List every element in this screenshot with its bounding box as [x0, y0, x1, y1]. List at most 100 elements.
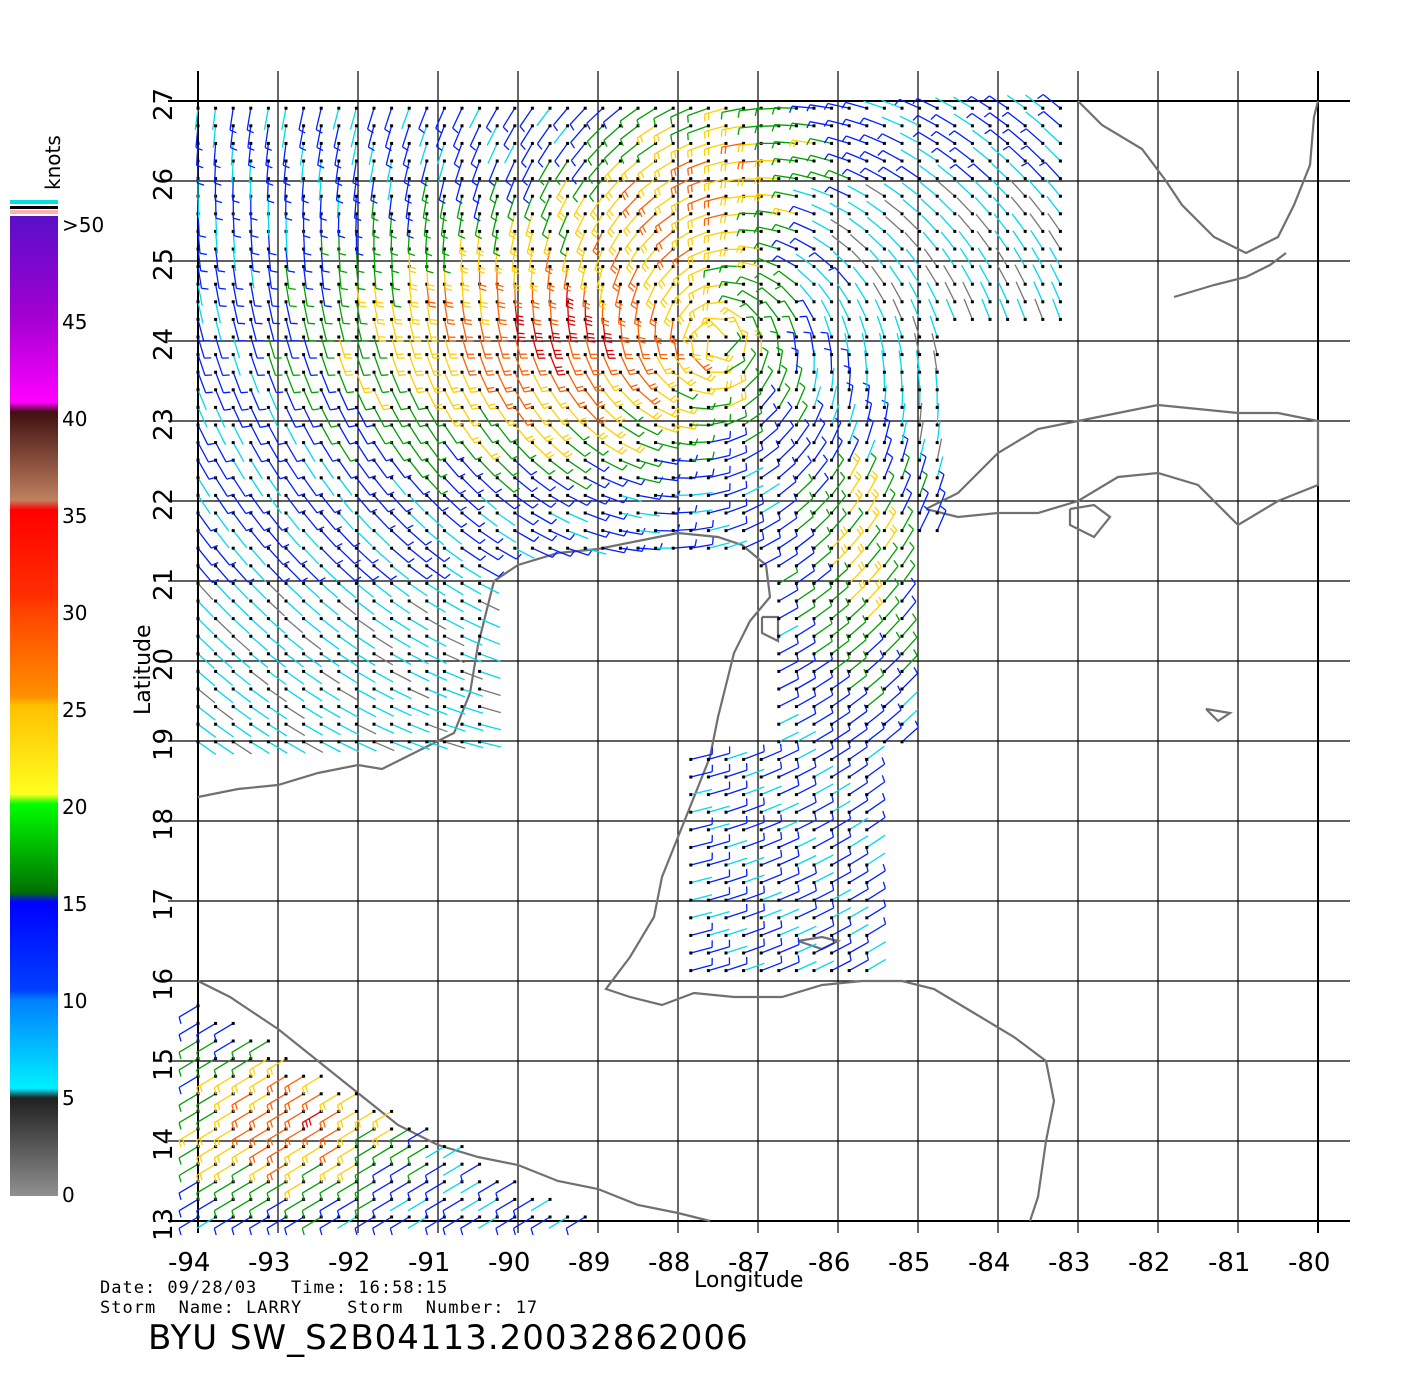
wind-barb-origin [918, 194, 922, 198]
wind-barb [931, 333, 938, 355]
wind-barb-origin [777, 863, 781, 867]
wind-barb-origin [935, 493, 939, 497]
wind-barb [866, 560, 882, 584]
wind-barb [813, 399, 824, 426]
wind-barb [320, 354, 336, 377]
wind-barb [743, 348, 757, 373]
wind-barb-origin [618, 177, 622, 181]
wind-barb-origin [918, 265, 922, 269]
wind-barb-origin [830, 933, 834, 937]
wind-barb [567, 477, 593, 490]
wind-barb [426, 582, 446, 596]
wind-barb-origin [671, 388, 675, 392]
wind-barb-origin [284, 388, 288, 392]
wind-barb-origin [1041, 194, 1045, 198]
wind-barb-origin [372, 370, 376, 374]
wind-barb [918, 148, 938, 162]
wind-barb [919, 165, 938, 180]
wind-barb [391, 477, 407, 496]
wind-barb [620, 459, 646, 470]
wind-barb [303, 512, 325, 531]
wind-barb [408, 442, 429, 462]
wind-barb [653, 107, 674, 126]
wind-barb [213, 143, 221, 169]
wind-barb-origin [478, 564, 482, 568]
wind-barb-origin [407, 722, 411, 726]
x-axis-label: Longitude [694, 1268, 803, 1293]
wind-barb-origin [354, 282, 358, 286]
wind-barb [408, 653, 429, 665]
wind-barb-origin [953, 141, 957, 145]
wind-barb-origin [812, 617, 816, 621]
wind-barb [333, 125, 341, 152]
wind-barb [778, 713, 799, 725]
wind-barb [708, 413, 732, 426]
wind-barb [636, 142, 656, 163]
wind-barb [338, 723, 359, 735]
wind-barb-origin [495, 265, 499, 269]
wind-barb-origin [882, 353, 886, 357]
wind-barb-origin [319, 212, 323, 216]
wind-barb-origin [1058, 212, 1062, 216]
wind-barb [1025, 111, 1044, 127]
wind-barb-origin [302, 159, 306, 163]
wind-barb-origin [777, 951, 781, 955]
wind-barb [248, 1128, 269, 1148]
wind-barb-origin [460, 141, 464, 145]
wind-barb [197, 442, 216, 463]
lon-tick-label: -89 [568, 1248, 610, 1278]
wind-barb-origin [354, 265, 358, 269]
wind-barb [303, 741, 324, 753]
wind-barb [983, 112, 1008, 127]
wind-barb-origin [671, 106, 675, 110]
wind-barb [743, 856, 765, 866]
wind-barb [285, 565, 308, 582]
wind-barb [268, 670, 287, 686]
wind-barb-origin [777, 916, 781, 920]
wind-barb-origin [882, 212, 886, 216]
wind-barb [407, 1146, 428, 1165]
wind-barb-origin [706, 863, 710, 867]
wind-barb [823, 119, 850, 127]
wind-barb [352, 160, 360, 187]
wind-barb-origin [390, 493, 394, 497]
wind-barb-origin [266, 300, 270, 304]
wind-barb-origin [442, 124, 446, 128]
wind-barb [461, 424, 482, 444]
wind-barb-origin [407, 1215, 411, 1219]
date-time-line: Date: 09/28/03 Time: 16:58:15 [100, 1278, 449, 1298]
wind-barb-origin [231, 317, 235, 321]
wind-barb-origin [830, 194, 834, 198]
wind-barb [539, 178, 551, 204]
wind-barb [743, 496, 765, 514]
wind-barb [690, 747, 714, 761]
wind-barb-origin [302, 177, 306, 181]
wind-barb [905, 248, 921, 267]
wind-barb-origin [601, 177, 605, 181]
wind-barb-origin [970, 229, 974, 233]
wind-barb-origin [231, 529, 235, 533]
wind-barb [390, 266, 401, 291]
wind-barb-origin [777, 757, 781, 761]
wind-barb [607, 213, 621, 238]
wind-barb [585, 547, 607, 555]
wind-barb [708, 483, 731, 497]
wind-barb [302, 336, 317, 359]
wind-barb-origin [618, 141, 622, 145]
wind-barb-origin [742, 898, 746, 902]
wind-barb-origin [354, 141, 358, 145]
wind-barb [813, 794, 834, 813]
wind-barb [1037, 110, 1061, 127]
wind-barb [479, 459, 502, 477]
wind-barb [318, 178, 322, 201]
wind-barb [302, 301, 316, 325]
wind-barb-origin [1006, 106, 1010, 110]
wind-barb-origin [530, 317, 534, 321]
wind-barb [444, 547, 463, 562]
wind-barb [567, 371, 586, 393]
wind-barb-origin [337, 546, 341, 550]
wind-barb [918, 420, 924, 443]
wind-barb-origin [900, 493, 904, 497]
wind-barb [317, 160, 322, 183]
wind-barb [831, 740, 851, 760]
